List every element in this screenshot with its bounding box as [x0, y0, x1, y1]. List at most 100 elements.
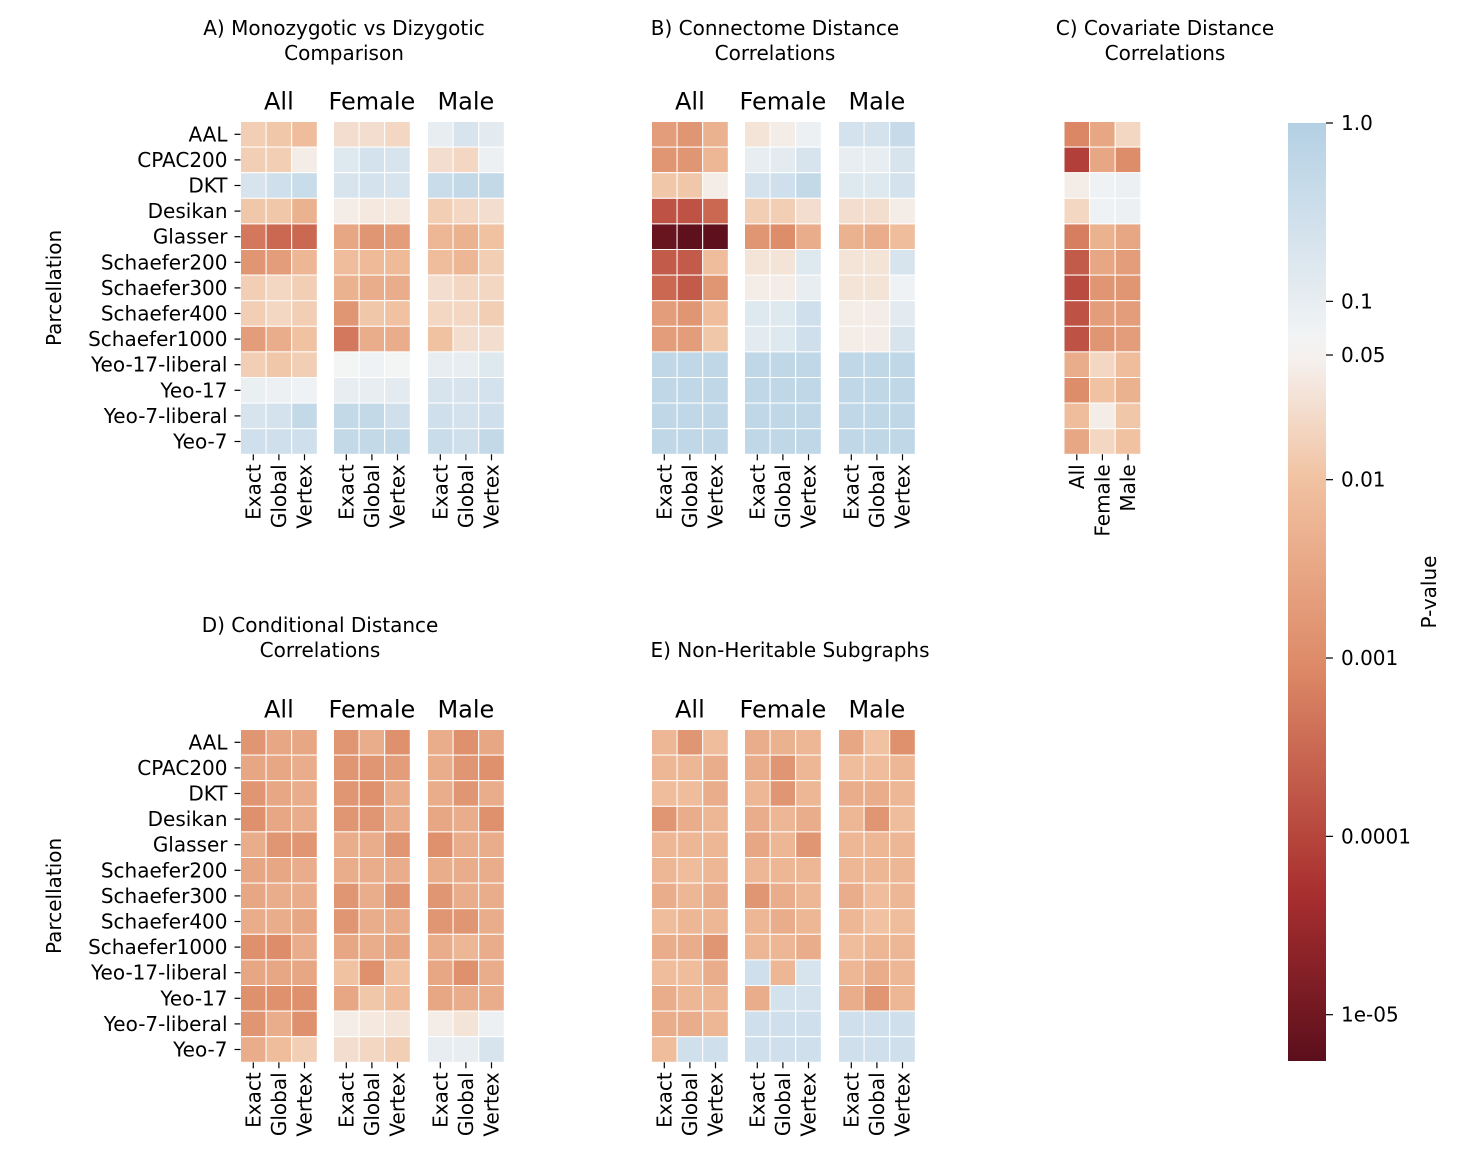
panel-a-cell	[265, 223, 293, 250]
panel-d-x-tick-label: Global	[360, 1072, 384, 1136]
panel-b-cell	[838, 428, 865, 455]
panel-e-x-tick-label: Exact	[839, 1072, 863, 1128]
panel-e-cell	[838, 933, 865, 961]
panel-a-x-tick-label: Global	[267, 464, 291, 528]
panel-c-cell	[1089, 351, 1116, 378]
panel-b-cell	[889, 172, 916, 199]
panel-c-cell	[1089, 197, 1116, 225]
panel-a-cell	[240, 223, 267, 250]
panel-e-cell	[863, 908, 891, 935]
panel-b-cell	[795, 351, 822, 378]
panel-e-cell	[863, 882, 891, 910]
panel-b-cell	[795, 249, 822, 276]
panel-e-cell	[795, 1036, 822, 1063]
panel-c-cell	[1063, 377, 1091, 404]
panel-d-y-tick-label: Schaefer300	[101, 884, 228, 908]
panel-b-cell	[838, 402, 865, 430]
panel-e-x-tick-label: Global	[678, 1072, 702, 1136]
panel-e-cell	[702, 908, 729, 935]
panel-d-cell	[427, 882, 454, 910]
panel-e-cell	[651, 754, 678, 782]
panel-e-cell	[863, 959, 891, 987]
panel-d-cell	[265, 857, 293, 884]
panel-a-y-tick-label: Schaefer300	[101, 276, 228, 300]
panel-d-cell	[427, 908, 454, 935]
panel-d-cell	[427, 857, 454, 884]
panel-a-cell	[265, 274, 293, 302]
panel-b-cell	[651, 223, 678, 250]
panel-e-x-tick-label: Vertex	[704, 1072, 728, 1136]
panel-b-cell	[769, 223, 797, 250]
panel-b-cell	[676, 197, 704, 225]
panel-e-cell	[769, 729, 797, 756]
colorbar-tick-label: 0.1	[1341, 289, 1373, 313]
panel-b-cell	[795, 172, 822, 199]
panel-b-cell	[676, 300, 704, 327]
panel-b-x-tick-label: Global	[678, 464, 702, 528]
panel-d-cell	[478, 882, 505, 910]
panel-c-cell	[1063, 325, 1091, 353]
panel-d-cell	[240, 933, 267, 961]
panel-b-cell	[769, 121, 797, 148]
panel-d-y-tick-label: Yeo-17	[159, 986, 227, 1010]
panel-b-cell	[863, 428, 891, 455]
panel-b-group-label: Male	[848, 88, 905, 116]
panel-a-cell	[452, 428, 480, 455]
colorbar-tick-label: 0.001	[1341, 646, 1398, 670]
panel-a-cell	[358, 300, 386, 327]
panel-e-group-label: All	[675, 696, 705, 724]
panel-e-cell	[769, 959, 797, 987]
panel-c-title: C) Covariate Distance	[1056, 16, 1274, 40]
colorbar-tick-label: 0.0001	[1341, 824, 1411, 848]
panel-e-cell	[651, 933, 678, 961]
panel-b-cell	[889, 249, 916, 276]
panel-d-x-tick-label: Vertex	[480, 1072, 504, 1136]
panel-b-cell	[795, 377, 822, 404]
panel-a-cell	[452, 121, 480, 148]
panel-e-cell	[795, 780, 822, 807]
panel-e-cell	[651, 831, 678, 859]
panel-a-cell	[384, 249, 411, 276]
panel-a-y-tick-label: Yeo-7	[172, 430, 227, 454]
panel-e-cell	[676, 754, 704, 782]
panel-b-cell	[651, 300, 678, 327]
panel-e-cell	[702, 754, 729, 782]
panel-b-cell	[651, 121, 678, 148]
panel-d-cell	[384, 1010, 411, 1038]
panel-e-x-tick-label: Exact	[745, 1072, 769, 1128]
panel-a-cell	[478, 428, 505, 455]
panel-a-cell	[452, 146, 480, 174]
panel-b-cell	[838, 172, 865, 199]
panel-a-x-tick-label: Vertex	[480, 464, 504, 528]
panel-a-cell	[240, 428, 267, 455]
panel-b-cell	[838, 351, 865, 378]
panel-e-cell	[795, 1010, 822, 1038]
panel-e-cell	[795, 933, 822, 961]
panel-d-cell	[265, 1036, 293, 1063]
panel-b-x-tick-label: Vertex	[704, 464, 728, 528]
panel-a-x-tick-label: Global	[360, 464, 384, 528]
panel-b-cell	[744, 172, 771, 199]
panel-d-cell	[240, 857, 267, 884]
panel-c-cell	[1063, 146, 1091, 174]
panel-d-cell	[358, 985, 386, 1012]
panel-e-cell	[795, 959, 822, 987]
panel-e-cell	[702, 959, 729, 987]
panel-a-y-tick-label: Yeo-17	[159, 378, 227, 402]
panel-e-cell	[838, 908, 865, 935]
panel-a-cell	[478, 325, 505, 353]
panel-b-cell	[863, 146, 891, 174]
panel-c-cell	[1063, 402, 1091, 430]
panel-a-cell	[333, 377, 360, 404]
panel-a-cell	[452, 274, 480, 302]
panel-e-x-tick-label: Vertex	[891, 1072, 915, 1136]
panel-b-cell	[651, 172, 678, 199]
panel-b-cell	[744, 300, 771, 327]
panel-e-cell	[769, 857, 797, 884]
panel-a-cell	[384, 377, 411, 404]
panel-d-cell	[478, 857, 505, 884]
panel-e-cell	[769, 882, 797, 910]
panel-b-cell	[889, 146, 916, 174]
panel-e-x-tick-label: Global	[865, 1072, 889, 1136]
